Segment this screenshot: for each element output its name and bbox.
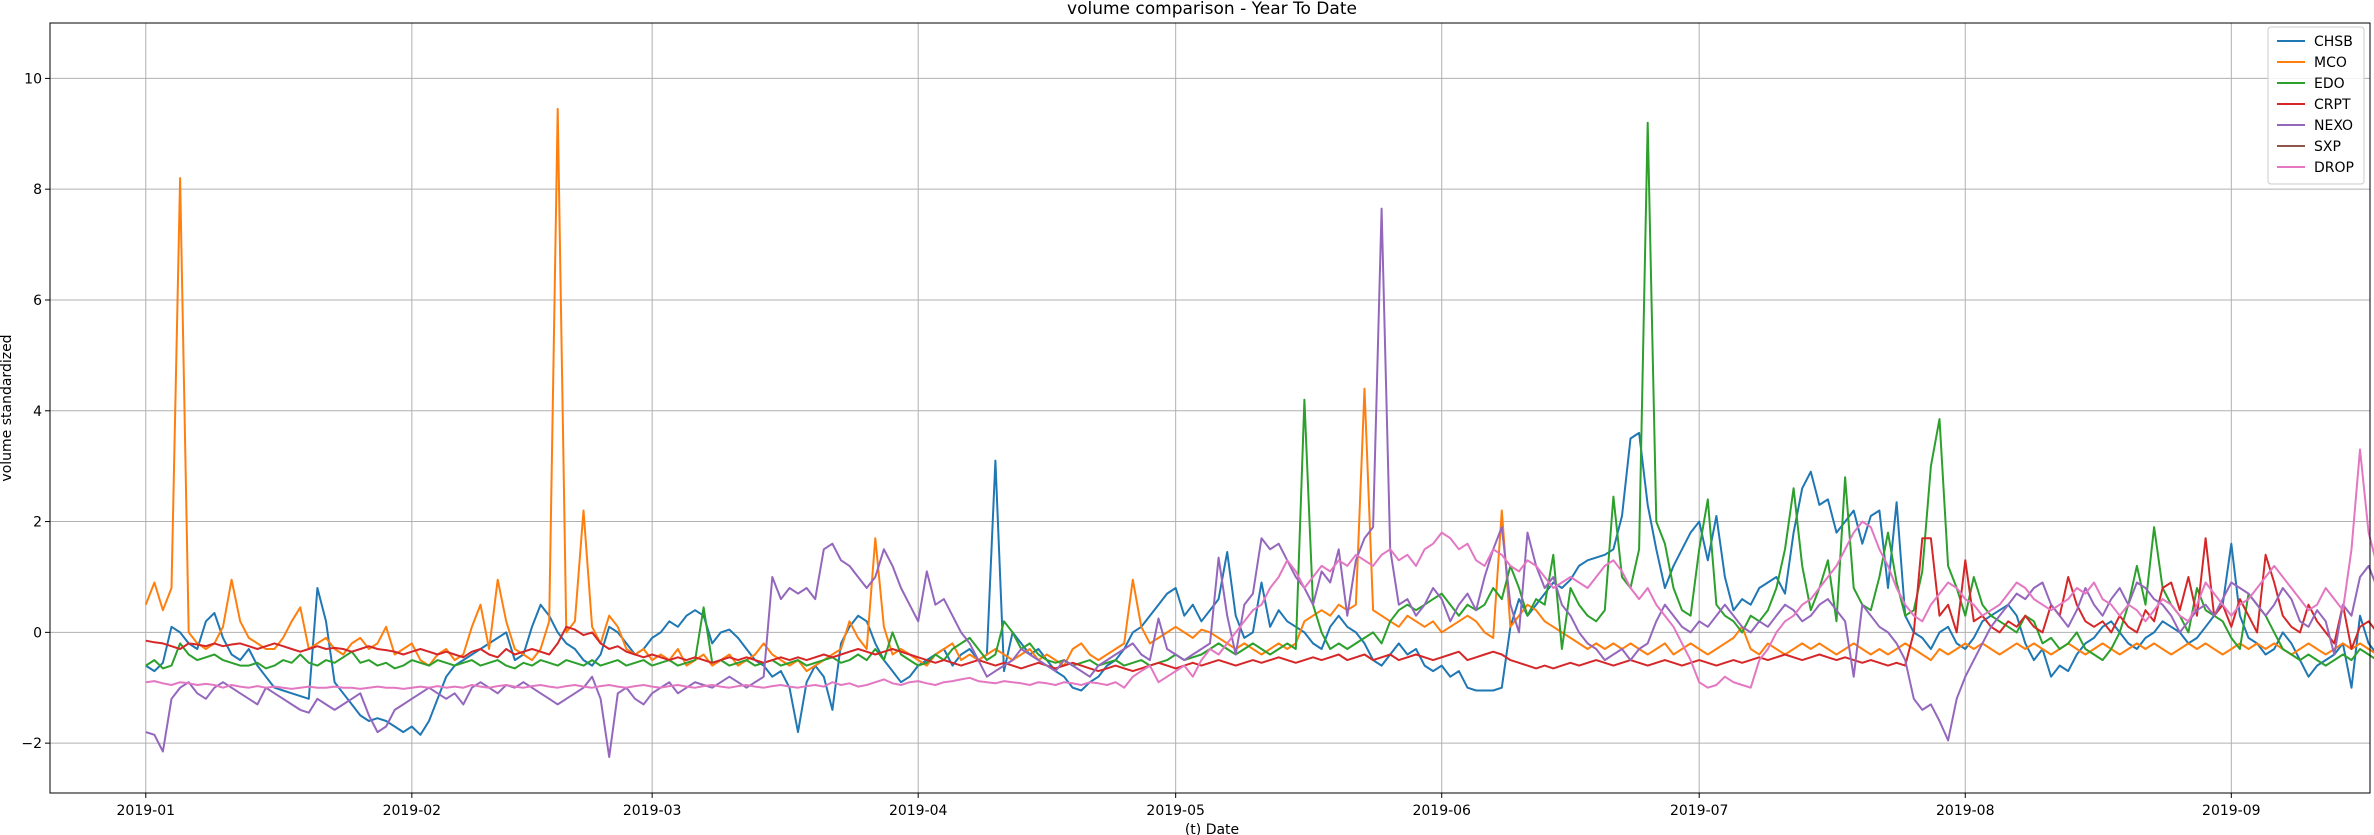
y-axis-label: volume standardized [0,334,15,481]
x-tick-label: 2019-06 [1412,803,1471,819]
x-axis-label: (t) Date [1185,822,1239,835]
x-tick-label: 2019-08 [1936,803,1995,819]
x-tick-label: 2019-03 [623,803,682,819]
y-tick-label: 6 [33,293,42,309]
legend-label-nexo: NEXO [2314,118,2353,134]
y-tick-label: 0 [33,625,42,641]
x-tick-label: 2019-04 [889,803,948,819]
series-line-chsb [145,431,2374,736]
legend: CHSB MCO EDO CRPT NEXO SXP DROP [2267,26,2365,185]
plot-frame [49,22,2371,794]
legend-label-crpt: CRPT [2314,97,2351,113]
y-tick-label: 2 [33,515,42,531]
legend-label-chsb: CHSB [2314,34,2353,50]
legend-box [2267,26,2365,185]
x-tick-label: 2019-07 [1670,803,1729,819]
x-tick-label: 2019-09 [2202,803,2261,819]
series-lines [144,107,2374,758]
y-tick-label: 8 [33,182,42,198]
series-line-crpt [145,537,2374,673]
x-axis-ticks: 2019-01 2019-02 2019-03 2019-04 2019-05 2019-… [117,793,2261,819]
x-tick-label: 2019-01 [117,803,176,819]
y-axis-ticks: −2 0 2 4 6 8 10 [21,71,50,752]
chart-title: volume comparison - Year To Date [1067,0,1357,19]
series-line-drop [145,448,2374,690]
y-tick-label: −2 [21,736,42,752]
series-line-edo [145,121,2374,670]
legend-label-edo: EDO [2314,76,2345,92]
legend-label-drop: DROP [2314,160,2354,176]
y-tick-label: 4 [33,404,42,420]
y-tick-label: 10 [24,71,42,87]
legend-label-mco: MCO [2314,55,2347,71]
x-tick-label: 2019-05 [1146,803,1205,819]
x-tick-label: 2019-02 [383,803,442,819]
legend-label-sxp: SXP [2314,139,2341,155]
